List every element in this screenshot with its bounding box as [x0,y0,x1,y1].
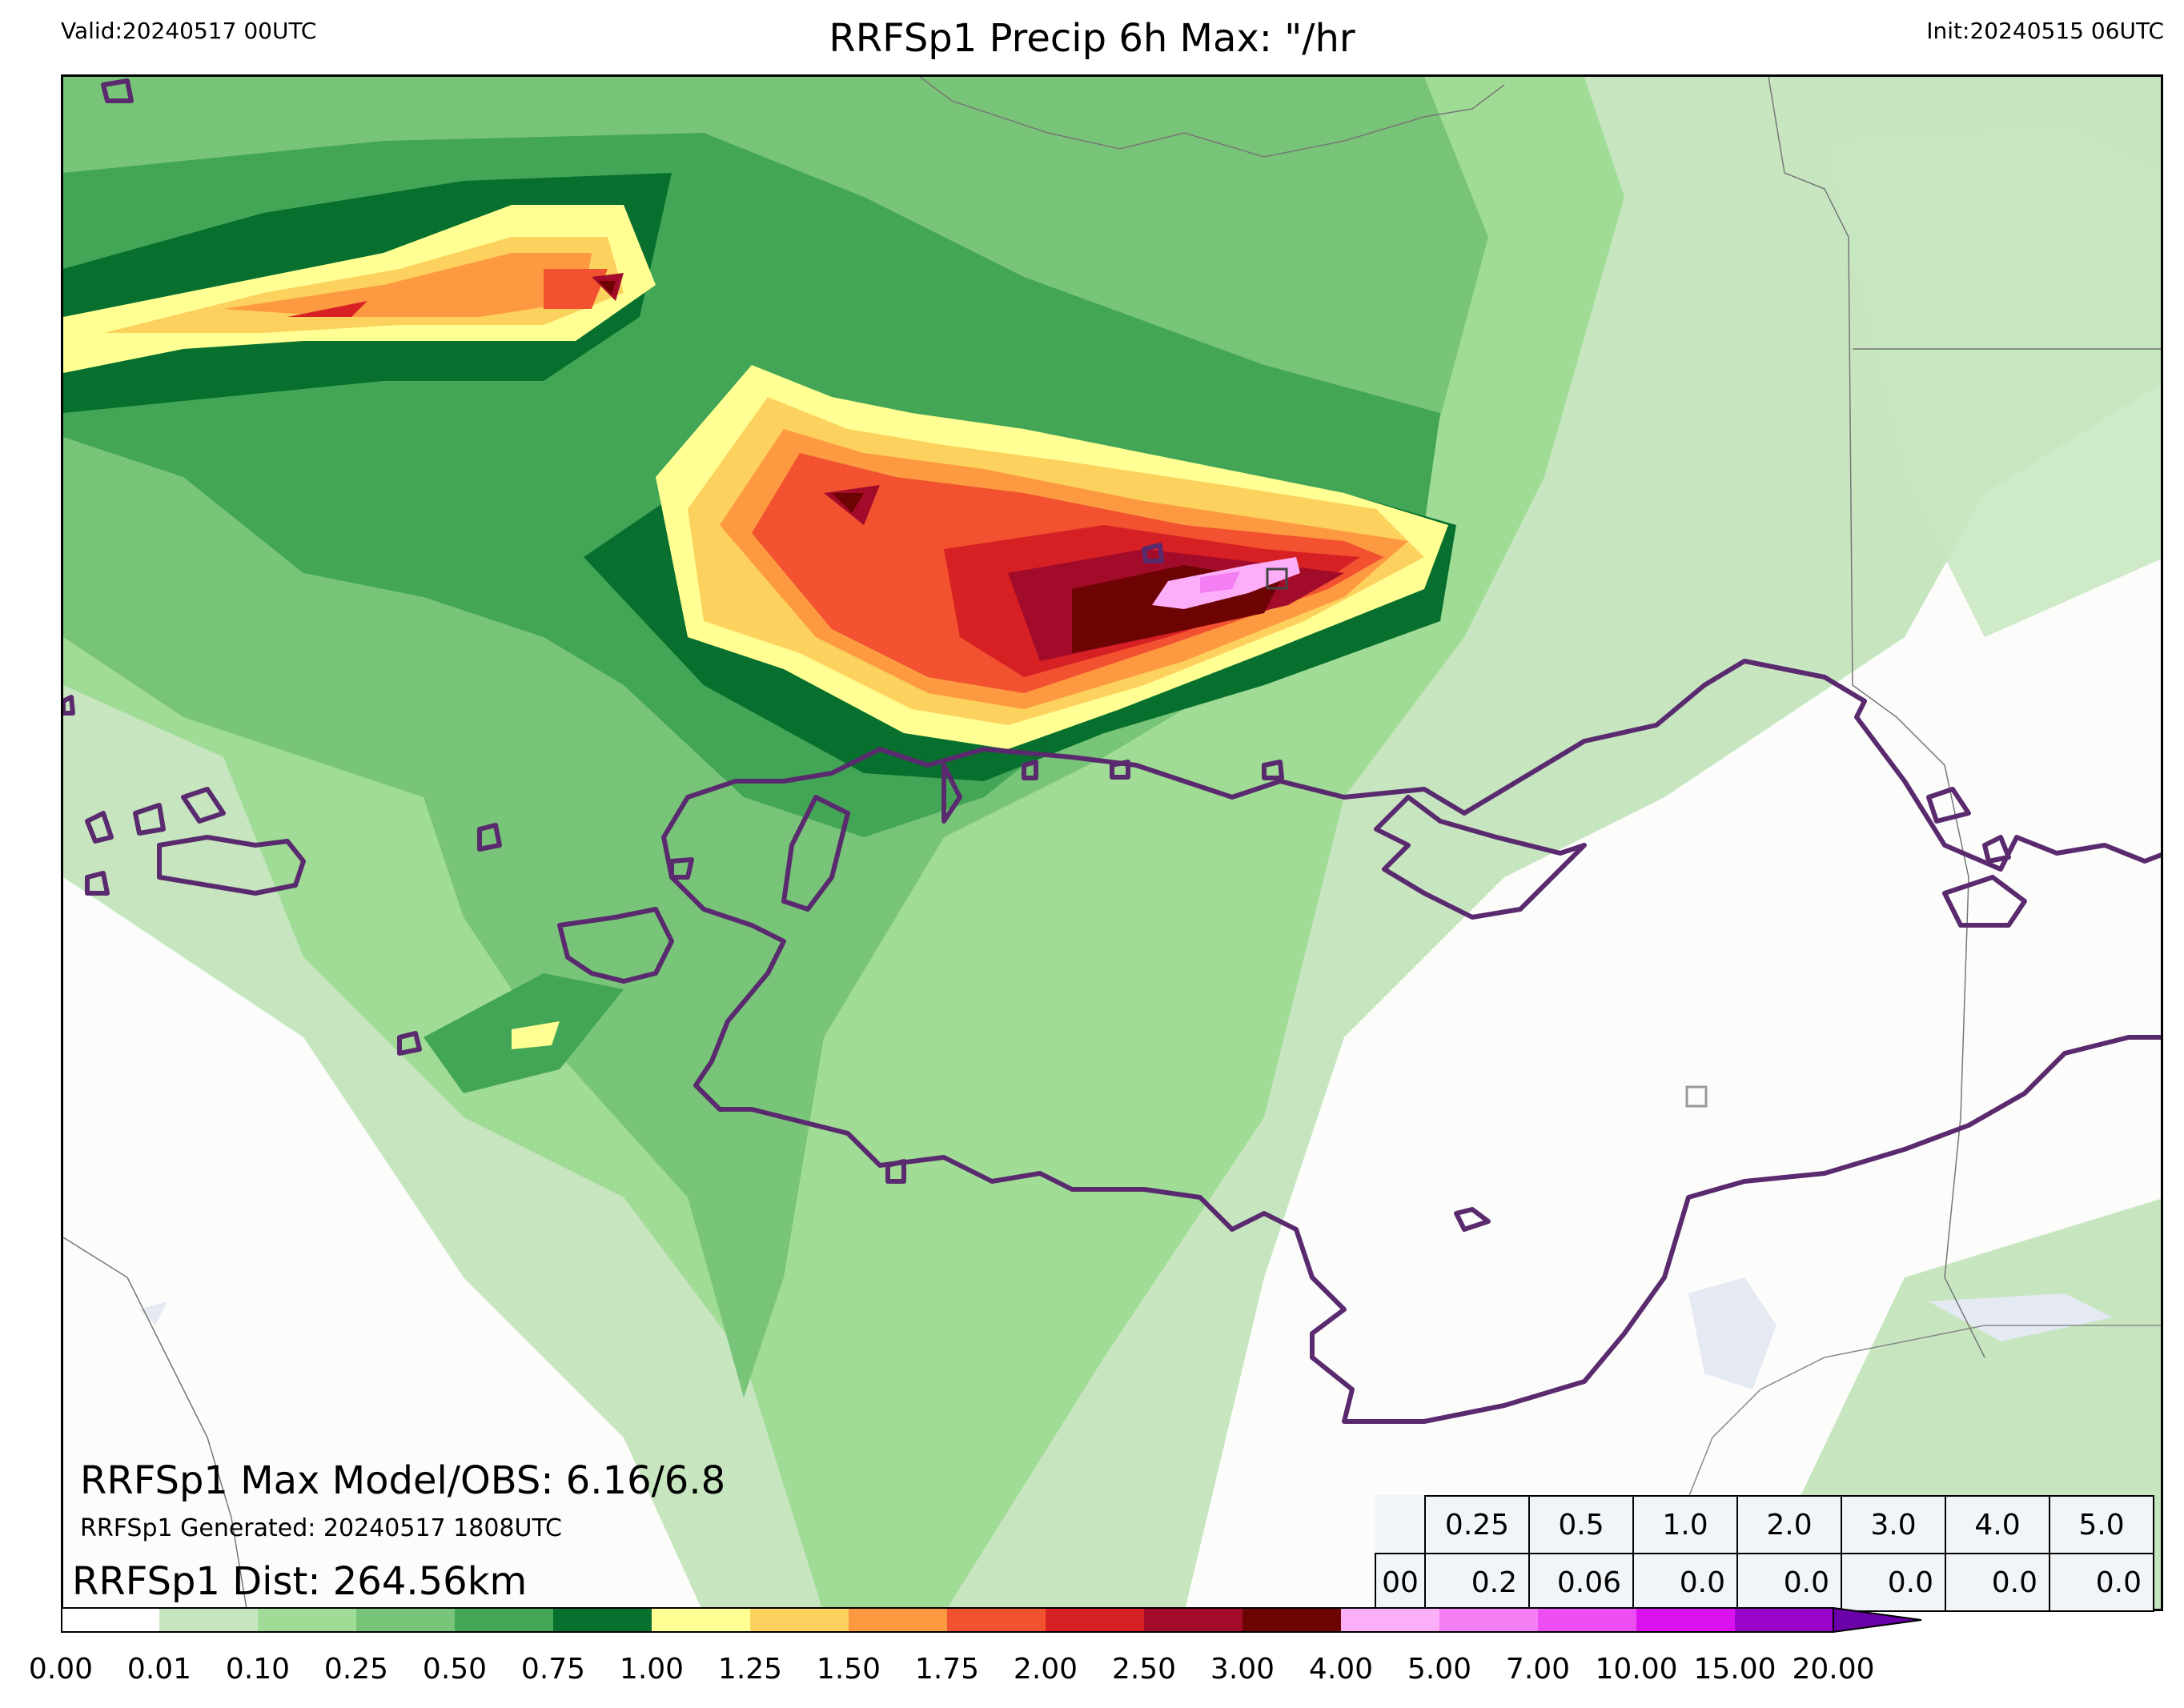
value-cell: 0.0 [2049,1553,2154,1612]
colorbar-segment [258,1608,356,1632]
dist-label: RRFSp1 Dist: 264.56km [72,1559,528,1604]
value-cell: 0.0 [1736,1553,1842,1612]
colorbar-tick-label: 0.01 [126,1653,192,1686]
colorbar-tick-label: 1.50 [816,1653,881,1686]
colorbar-segment [652,1608,750,1632]
colorbar-tick-label: 15.00 [1693,1653,1777,1686]
colorbar-segment [1439,1608,1538,1632]
colorbar-segment [750,1608,849,1632]
threshold-cell: 3.0 [1841,1495,1946,1554]
colorbar-segment [159,1608,258,1632]
generated-label: RRFSp1 Generated: 20240517 1808UTC [80,1514,562,1542]
colorbar-segment [61,1608,159,1632]
colorbar-tick-label: 0.50 [422,1653,488,1686]
colorbar-tick-label: 3.00 [1210,1653,1275,1686]
colorbar-tick-label: 20.00 [1792,1653,1875,1686]
colorbar-segment [1538,1608,1636,1632]
colorbar-segment [356,1608,455,1632]
threshold-cell: 0.25 [1424,1495,1530,1554]
row-label-cell: 00 [1375,1553,1426,1612]
colorbar-tick-label: 0.10 [225,1653,291,1686]
colorbar-segment [849,1608,947,1632]
colorbar-segment [1243,1608,1341,1632]
value-cell: 0.0 [1632,1553,1738,1612]
threshold-cell: 0.5 [1528,1495,1634,1554]
colorbar-tick-label: 7.00 [1505,1653,1571,1686]
colorbar-segment [1735,1608,1833,1632]
colorbar-segment [1144,1608,1243,1632]
colorbar-tick-label: 2.50 [1111,1653,1177,1686]
precip-field [63,77,2161,1609]
threshold-header-row: 0.25 0.5 1.0 2.0 3.0 4.0 5.0 [1375,1495,2154,1554]
colorbar-segment [1341,1608,1439,1632]
colorbar-extend-arrow [1833,1606,1922,1634]
value-cell: 0.06 [1528,1553,1634,1612]
threshold-cell: 5.0 [2049,1495,2154,1554]
colorbar-segment [553,1608,652,1632]
colorbar-segment [1046,1608,1144,1632]
colorbar-tick-label: 0.00 [28,1653,94,1686]
colorbar [61,1606,1922,1634]
colorbar-segment [455,1608,553,1632]
value-cell: 0.0 [1841,1553,1946,1612]
map-title: RRFSp1 Precip 6h Max: "/hr [829,16,1355,61]
colorbar-segment [1636,1608,1735,1632]
valid-time-label: Valid:20240517 00UTC [61,18,317,44]
colorbar-tick-label: 1.75 [914,1653,980,1686]
threshold-cell: 4.0 [1945,1495,2050,1554]
colorbar-tick-label: 2.00 [1013,1653,1078,1686]
colorbar-outline [61,1607,1834,1633]
colorbar-segment [947,1608,1046,1632]
value-cell: 0.2 [1424,1553,1530,1612]
precip-map [61,74,2163,1611]
value-cell: 0.0 [1945,1553,2050,1612]
colorbar-tick-label: 0.75 [520,1653,586,1686]
threshold-cell: 1.0 [1632,1495,1738,1554]
colorbar-tick-label: 1.00 [619,1653,685,1686]
value-row: 00 0.2 0.06 0.0 0.0 0.0 0.0 0.0 [1375,1553,2154,1612]
colorbar-tick-label: 0.25 [323,1653,389,1686]
max-model-obs-label: RRFSp1 Max Model/OBS: 6.16/6.8 [80,1458,726,1503]
threshold-cell: 2.0 [1736,1495,1842,1554]
init-time-label: Init:20240515 06UTC [1926,18,2164,44]
colorbar-tick-label: 5.00 [1407,1653,1472,1686]
threshold-stats-table: 0.25 0.5 1.0 2.0 3.0 4.0 5.0 00 0.2 0.06… [1375,1495,2154,1612]
colorbar-tick-label: 10.00 [1595,1653,1678,1686]
table-corner [1375,1496,1425,1554]
colorbar-tick-label: 1.25 [717,1653,783,1686]
colorbar-tick-label: 4.00 [1308,1653,1374,1686]
